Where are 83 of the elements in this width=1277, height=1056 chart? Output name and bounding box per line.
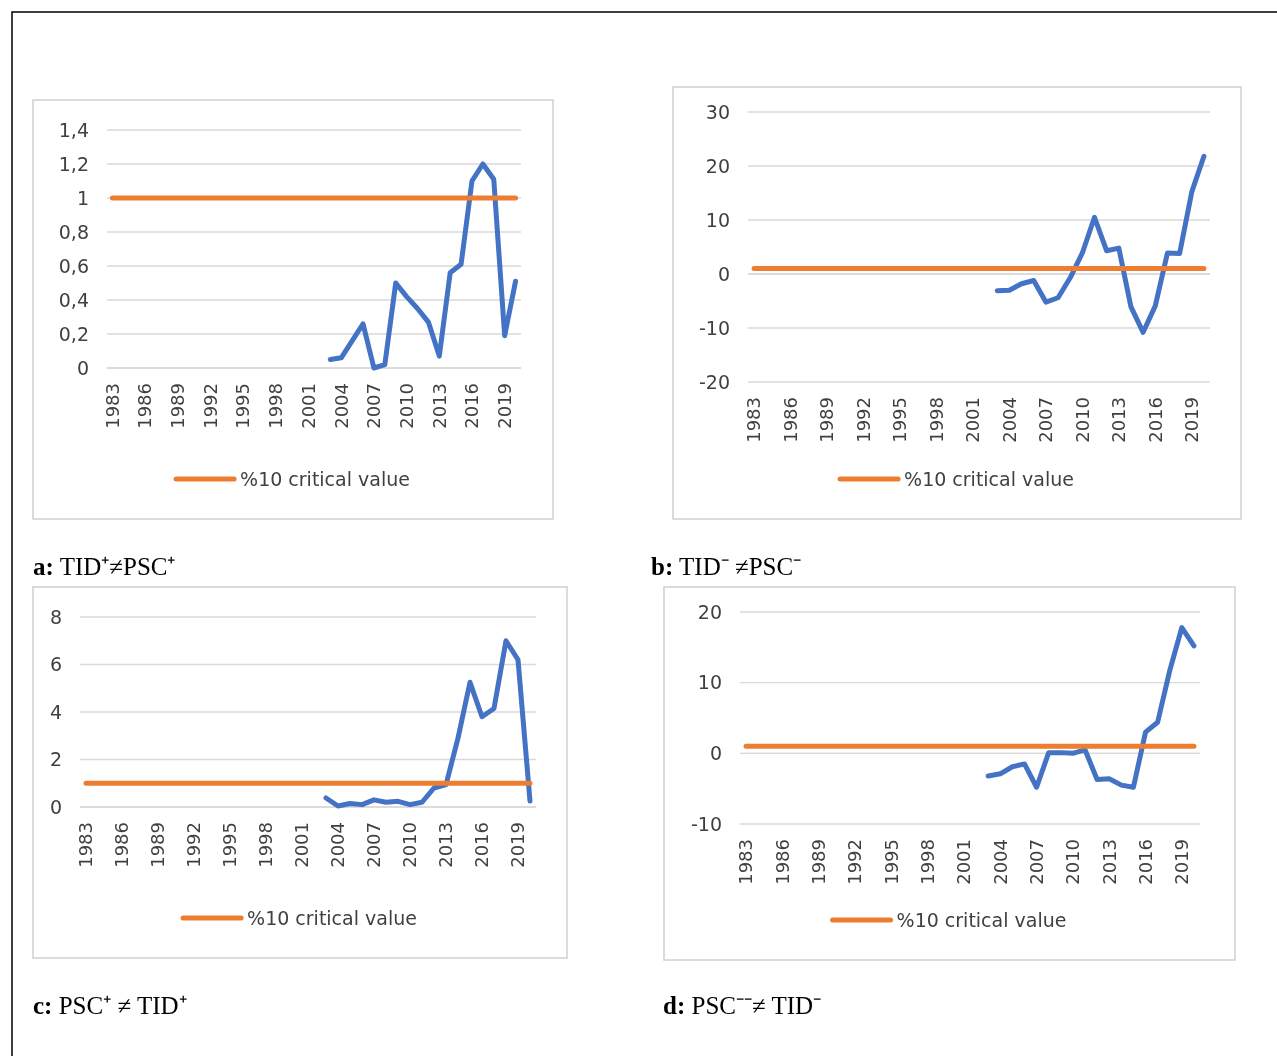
y-tick-label: 1,2 [58, 152, 89, 175]
x-tick-label: 1992 [199, 383, 221, 429]
x-tick-label: 2019 [1171, 839, 1193, 885]
legend-label: %10 critical value [240, 467, 410, 490]
x-tick-label: 2010 [1071, 397, 1093, 443]
y-tick-label: 10 [697, 671, 722, 694]
y-tick-label: 0 [76, 356, 89, 379]
y-tick-label: 6 [49, 653, 62, 676]
x-tick-label: 1989 [807, 839, 829, 885]
x-tick-label: 2016 [461, 383, 483, 429]
x-tick-label: 2007 [363, 383, 385, 429]
x-tick-label: 2016 [471, 822, 493, 868]
x-tick-label: 1998 [916, 839, 938, 885]
x-tick-label: 1986 [111, 822, 133, 868]
y-tick-label: -10 [690, 812, 722, 835]
x-tick-label: 1986 [771, 839, 793, 885]
x-tick-label: 2019 [493, 383, 515, 429]
y-tick-label: 0,6 [58, 254, 89, 277]
text: c: PSC⁺ ≠ TID⁺ [33, 992, 187, 1019]
x-tick-label: 1992 [852, 397, 874, 443]
text: a: TID⁺≠PSC⁺ [33, 553, 176, 580]
x-tick-label: 2004 [327, 822, 349, 868]
legend-label: %10 critical value [896, 908, 1067, 931]
x-tick-label: 1989 [816, 397, 838, 443]
x-tick-label: 2007 [1035, 397, 1057, 443]
text: d: PSC⁻⁻≠ TID⁻ [663, 992, 822, 1019]
x-tick-label: 2019 [1181, 397, 1203, 443]
x-tick-label: 2001 [953, 839, 975, 885]
x-tick-label: 1995 [232, 383, 254, 429]
y-tick-label: 30 [705, 100, 730, 123]
y-tick-label: 0,4 [58, 288, 89, 311]
x-tick-label: 2001 [297, 383, 319, 429]
x-tick-label: 2010 [1062, 839, 1084, 885]
x-tick-label: 2013 [1098, 839, 1120, 885]
legend-label: %10 critical value [904, 467, 1074, 490]
x-tick-label: 2019 [507, 822, 529, 868]
y-tick-label: 20 [697, 600, 722, 623]
x-tick-label: 1983 [735, 839, 757, 885]
y-tick-label: 0 [709, 741, 722, 764]
y-tick-label: -10 [698, 316, 730, 339]
y-tick-label: 0 [717, 262, 730, 285]
x-tick-label: 1998 [255, 822, 277, 868]
y-tick-label: 0,8 [58, 220, 89, 243]
x-tick-label: 1995 [880, 839, 902, 885]
y-tick-label: 10 [705, 208, 730, 231]
x-tick-label: 1995 [889, 397, 911, 443]
x-tick-label: 1983 [101, 383, 123, 429]
x-tick-label: 1989 [147, 822, 169, 868]
x-tick-label: 2010 [399, 822, 421, 868]
x-tick-label: 1998 [265, 383, 287, 429]
y-tick-label: 1,4 [58, 118, 89, 141]
x-tick-label: 2007 [1025, 839, 1047, 885]
x-tick-label: 1998 [925, 397, 947, 443]
x-tick-label: 2001 [291, 822, 313, 868]
x-tick-label: 1986 [134, 383, 156, 429]
x-tick-label: 2001 [962, 397, 984, 443]
x-tick-label: 2010 [395, 383, 417, 429]
x-tick-label: 2013 [1108, 397, 1130, 443]
x-tick-label: 1983 [743, 397, 765, 443]
x-tick-label: 1992 [183, 822, 205, 868]
x-tick-label: 1989 [167, 383, 189, 429]
x-tick-label: 2016 [1144, 397, 1166, 443]
text: b: TID⁻ ≠PSC⁻ [651, 553, 802, 580]
x-tick-label: 1995 [219, 822, 241, 868]
x-tick-label: 1992 [844, 839, 866, 885]
x-tick-label: 2004 [989, 839, 1011, 885]
y-tick-label: 1 [76, 186, 89, 209]
x-tick-label: 2004 [330, 383, 352, 429]
x-tick-label: 2004 [998, 397, 1020, 443]
x-tick-label: 1983 [75, 822, 97, 868]
y-tick-label: -20 [698, 370, 730, 393]
x-tick-label: 2013 [435, 822, 457, 868]
x-tick-label: 1986 [779, 397, 801, 443]
y-tick-label: 20 [705, 154, 730, 177]
x-tick-label: 2013 [428, 383, 450, 429]
y-tick-label: 0 [49, 795, 62, 818]
x-tick-label: 2016 [1134, 839, 1156, 885]
y-tick-label: 2 [49, 748, 62, 771]
legend-label: %10 critical value [247, 906, 417, 929]
y-tick-label: 0,2 [58, 322, 89, 345]
y-tick-label: 8 [49, 605, 62, 628]
x-tick-label: 2007 [363, 822, 385, 868]
y-tick-label: 4 [49, 700, 62, 723]
